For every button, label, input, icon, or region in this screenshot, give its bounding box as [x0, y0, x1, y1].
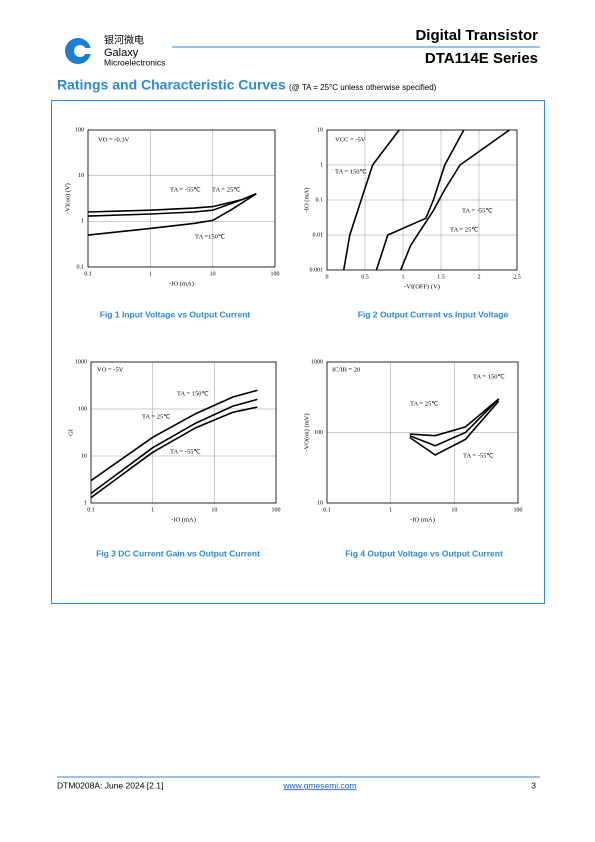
curve: [409, 400, 500, 456]
annotation: VO = -5V: [97, 366, 124, 373]
x-tick-label: 100: [271, 271, 280, 277]
curve-label: TA = 25℃: [142, 413, 171, 420]
y-axis-label: GI: [67, 429, 74, 436]
curve: [87, 193, 257, 217]
y-tick-label: 10: [81, 453, 87, 459]
section-note: (@ TA = 25°C unless otherwise specified): [289, 83, 437, 92]
curve-label: TA =150℃: [195, 233, 226, 240]
curve-label: TA = 150℃: [473, 373, 505, 380]
annotation: VO = -0.3V: [98, 136, 130, 143]
x-tick-label: 1: [389, 507, 392, 513]
curve-label: TA = 25℃: [450, 226, 479, 233]
x-tick-label: 0.1: [323, 507, 331, 513]
y-tick-label: 10: [317, 500, 323, 506]
logo-name: Galaxy: [104, 47, 139, 59]
x-tick-label: 100: [514, 507, 523, 513]
x-tick-label: 1.5: [437, 274, 445, 280]
annotation: VCC = -5V: [335, 136, 366, 143]
y-tick-label: 100: [75, 127, 84, 133]
x-tick-label: 10: [211, 507, 217, 513]
x-axis-label: -VI(OFF) (V): [404, 283, 440, 290]
doc-series: DTA114E Series: [425, 50, 538, 67]
x-tick-label: 0.1: [87, 507, 95, 513]
y-tick-label: 10: [317, 127, 323, 133]
plot-frame: [326, 129, 518, 271]
y-tick-label: 1000: [311, 359, 323, 365]
y-axis-label: -IO (mA): [303, 188, 310, 213]
x-axis-label: -IO (mA): [169, 280, 194, 287]
curve-label: TA = -55℃: [462, 207, 493, 214]
curve: [409, 398, 500, 447]
y-tick-label: 1: [81, 219, 84, 225]
y-axis-label: -VI(on) (V): [64, 183, 71, 214]
curve: [399, 129, 510, 271]
plot-frame: [326, 361, 519, 504]
logo-sub: Microelectronics: [104, 57, 165, 67]
footer-doc: DTM0208A: June 2024 [2.1]: [57, 780, 163, 790]
plot-frame: [90, 361, 277, 504]
curve-label: TA = -55℃: [170, 448, 201, 455]
x-tick-label: 0: [326, 274, 329, 280]
x-tick-label: 1: [402, 274, 405, 280]
x-tick-label: 1: [149, 271, 152, 277]
x-tick-label: 0.5: [361, 274, 369, 280]
y-tick-label: 0.01: [313, 232, 324, 238]
curve: [409, 398, 500, 437]
curve: [90, 389, 258, 482]
curve-label: TA = 25℃: [212, 186, 241, 193]
footer-page: 3: [531, 780, 536, 790]
y-tick-label: 100: [78, 406, 87, 412]
y-tick-label: 0.001: [310, 267, 324, 273]
section-title: Ratings and Characteristic Curves: [57, 77, 286, 93]
figure-caption: Fig 1 Input Voltage vs Output Current: [100, 309, 251, 319]
x-tick-label: 0.1: [84, 271, 92, 277]
x-tick-label: 2: [478, 274, 481, 280]
curve: [375, 129, 465, 271]
curve-label: TA = 25℃: [410, 400, 439, 407]
x-tick-label: 10: [451, 507, 457, 513]
y-tick-label: 10: [78, 173, 84, 179]
y-tick-label: 100: [314, 430, 323, 436]
x-tick-label: 10: [210, 271, 216, 277]
footer-url[interactable]: www.gmesemi.com: [282, 780, 356, 790]
figure-caption: Fig 2 Output Current vs Input Voltage: [358, 309, 509, 319]
y-tick-label: 0.1: [316, 197, 324, 203]
y-tick-label: 1: [84, 500, 87, 506]
curve: [90, 406, 258, 499]
annotation: IC/IB = 20: [332, 366, 360, 373]
curve: [90, 398, 258, 495]
doc-title: Digital Transistor: [415, 27, 538, 44]
figure-caption: Fig 3 DC Current Gain vs Output Current: [96, 548, 260, 558]
figure-frame: [51, 100, 545, 604]
curve-label: TA = -55℃: [170, 186, 201, 193]
logo-mark-cut: [80, 48, 92, 54]
curve-label: TA = -55℃: [463, 452, 494, 459]
y-tick-label: 0.1: [77, 264, 85, 270]
curve: [87, 193, 257, 236]
x-tick-label: 100: [272, 507, 281, 513]
plot-frame: [87, 129, 276, 268]
x-axis-label: -IO (mA): [171, 516, 196, 523]
y-tick-label: 1000: [75, 359, 87, 365]
curve-label: TA = 150℃: [335, 168, 367, 175]
x-tick-label: 2.5: [513, 274, 521, 280]
curve-label: TA = 150℃: [177, 390, 209, 397]
x-axis-label: -IO (mA): [410, 516, 435, 523]
logo-cn: 银河微电: [104, 34, 144, 47]
curve: [342, 129, 400, 271]
x-tick-label: 1: [151, 507, 154, 513]
y-axis-label: -VO(on) (mV): [303, 413, 310, 451]
y-tick-label: 1: [320, 162, 323, 168]
figure-caption: Fig 4 Output Voltage vs Output Current: [345, 548, 503, 558]
